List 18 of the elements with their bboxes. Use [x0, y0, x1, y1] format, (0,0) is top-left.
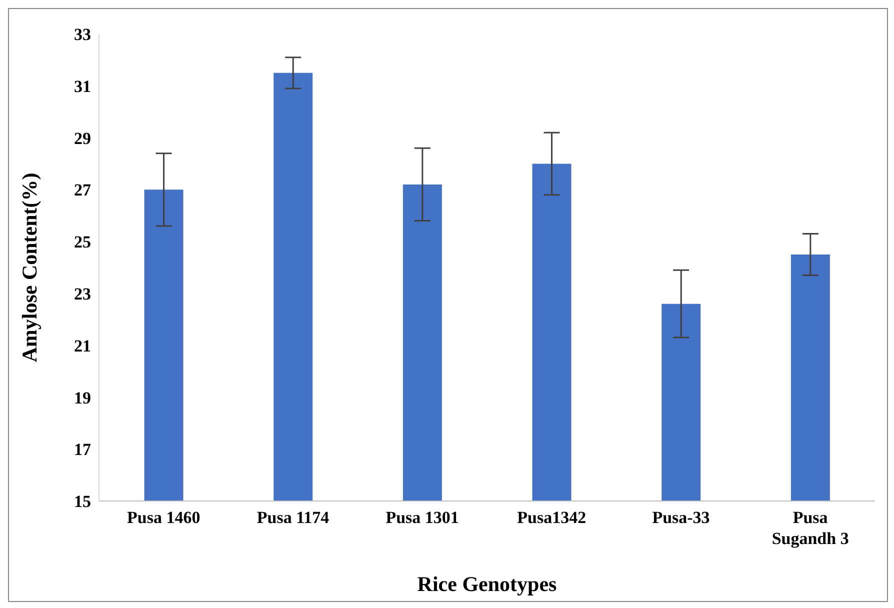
y-axis-title: Amylose Content(%)	[17, 172, 42, 362]
y-tick-label: 29	[74, 128, 91, 148]
x-tick-label: Pusa 1460	[127, 508, 200, 527]
x-tick-label: Pusa-33	[652, 508, 710, 527]
y-tick-label: 19	[74, 388, 91, 408]
x-tick-label: Pusa 1301	[386, 508, 459, 527]
y-tick-label: 21	[74, 336, 91, 356]
x-tick-label: Pusa Sugandh 3	[772, 508, 849, 548]
y-tick-label: 31	[74, 76, 91, 96]
y-tick-label: 17	[74, 440, 92, 460]
y-tick-label: 25	[74, 232, 91, 252]
x-axis-title: Rice Genotypes	[417, 572, 557, 596]
y-tick-label: 27	[74, 180, 92, 200]
x-tick-label: Pusa1342	[517, 508, 586, 527]
y-tick-label: 23	[74, 284, 91, 304]
y-tick-label: 33	[74, 25, 91, 44]
y-tick-label: 15	[74, 492, 91, 512]
x-tick-label: Pusa 1174	[256, 508, 330, 527]
